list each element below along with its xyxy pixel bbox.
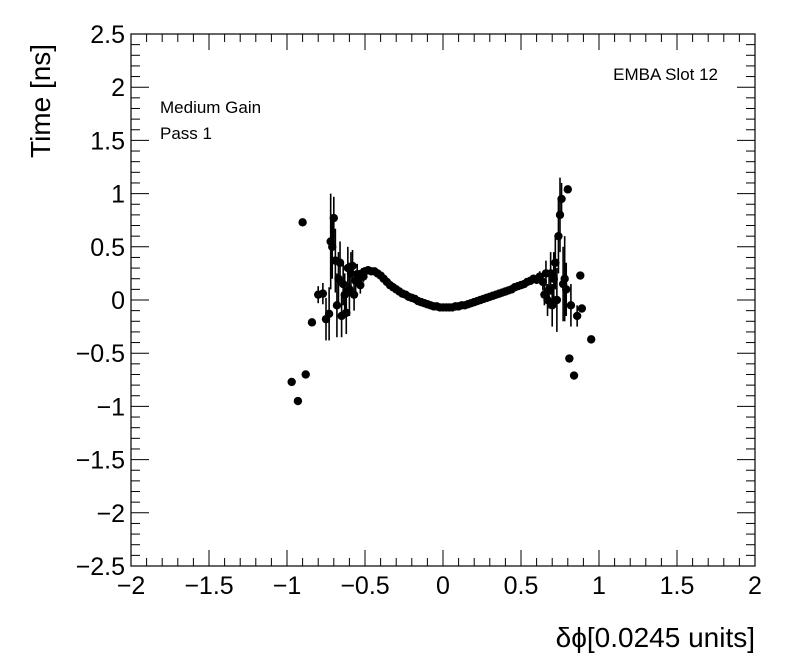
point-marker	[555, 210, 565, 220]
point-marker	[565, 354, 574, 363]
data-point	[324, 287, 334, 341]
data-point	[538, 273, 548, 291]
y-tick-label: 2	[111, 74, 125, 102]
point-marker	[587, 335, 596, 344]
point-marker	[356, 280, 365, 290]
point-marker	[301, 370, 310, 379]
x-tick-label: −1	[273, 572, 302, 600]
data-point	[566, 284, 576, 327]
point-marker	[560, 274, 569, 283]
data-point	[348, 249, 357, 282]
point-marker	[569, 371, 579, 380]
data-point	[560, 236, 569, 322]
x-tick-label: 0.5	[504, 572, 539, 600]
point-marker	[563, 185, 572, 194]
data-point	[565, 354, 574, 363]
data-point	[557, 182, 566, 215]
point-marker	[348, 261, 357, 271]
y-tick-label: 1	[111, 181, 125, 209]
point-marker	[329, 213, 338, 223]
x-axis-title: δϕ[0.0245 units]	[556, 622, 755, 653]
data-point	[587, 335, 596, 344]
point-marker	[328, 242, 337, 251]
point-marker	[557, 194, 566, 204]
point-marker	[332, 301, 342, 310]
point-marker	[342, 308, 351, 317]
point-marker	[572, 311, 582, 321]
data-point	[572, 305, 582, 327]
axis-ticks	[130, 33, 756, 567]
y-tick-label: 2.5	[90, 21, 125, 49]
data-point	[562, 262, 571, 316]
y-axis-title: Time [ns]	[25, 44, 56, 158]
point-marker	[552, 295, 562, 305]
axis-tick-labels: −2 −1.5 −1 −0.5 0 0.5 1 1.5 2−2.5−2−1.5−1−0.500.…	[76, 21, 762, 600]
data-point	[329, 196, 338, 240]
point-marker	[349, 290, 359, 299]
point-marker	[551, 258, 560, 267]
data-point	[328, 214, 337, 279]
point-marker	[318, 289, 328, 298]
y-tick-label: −0.5	[76, 340, 125, 368]
data-point	[551, 236, 560, 290]
data-point	[318, 282, 328, 305]
data-point	[293, 396, 303, 406]
annotation-gain: Medium Gain	[160, 98, 261, 117]
x-tick-label: −0.5	[340, 572, 389, 600]
data-point	[552, 268, 562, 332]
data-point	[307, 318, 317, 327]
data-point	[298, 218, 307, 227]
data-point	[569, 371, 579, 380]
data-point	[577, 304, 587, 313]
x-tick-label: 1.5	[660, 572, 695, 600]
data-point	[342, 291, 351, 335]
point-marker	[298, 218, 307, 227]
data-point	[335, 241, 345, 285]
data-point	[555, 177, 565, 253]
annotation-slot: EMBA Slot 12	[613, 65, 718, 84]
point-marker	[287, 377, 296, 387]
point-marker	[566, 301, 576, 310]
point-marker	[576, 271, 585, 280]
x-tick-label: 1	[592, 572, 606, 600]
point-marker	[554, 231, 563, 241]
point-marker	[335, 258, 345, 267]
point-marker	[538, 277, 548, 287]
point-marker	[562, 285, 571, 294]
y-tick-label: −2.5	[76, 553, 125, 581]
x-tick-label: 0	[436, 572, 450, 600]
data-point	[301, 370, 310, 379]
x-tick-label: 2	[748, 572, 762, 600]
y-tick-label: −2	[96, 500, 125, 528]
y-tick-label: 0.5	[90, 234, 125, 262]
y-tick-label: 1.5	[90, 127, 125, 155]
data-point	[287, 377, 296, 387]
y-tick-label: −1	[96, 393, 125, 421]
point-marker	[293, 396, 303, 406]
data-point	[576, 271, 585, 280]
data-point	[563, 185, 572, 194]
annotation-pass: Pass 1	[160, 124, 212, 143]
data-points	[287, 177, 596, 406]
data-point	[356, 276, 365, 294]
y-tick-label: −1.5	[76, 447, 125, 475]
point-marker	[324, 309, 334, 319]
point-marker	[577, 304, 587, 313]
x-tick-label: −1.5	[184, 572, 233, 600]
point-marker	[307, 318, 317, 327]
x-tick-label: −2	[117, 572, 146, 600]
y-tick-label: 0	[111, 287, 125, 315]
